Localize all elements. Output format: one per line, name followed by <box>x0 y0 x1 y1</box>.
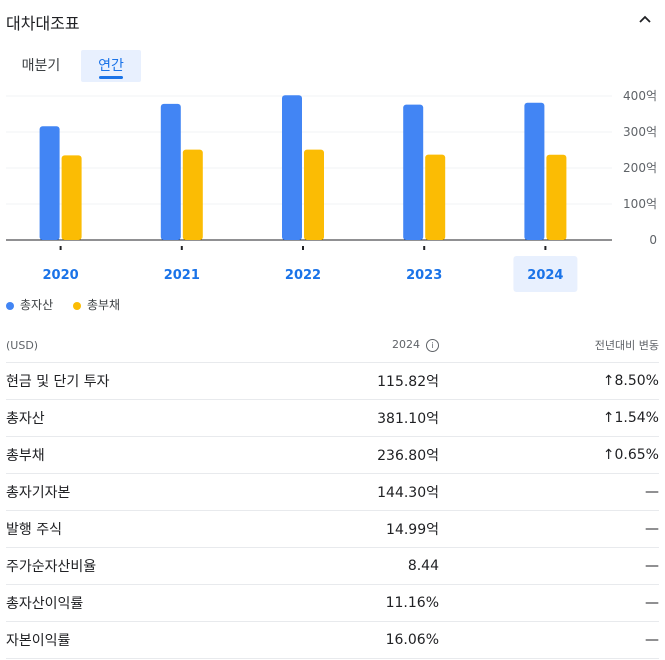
x-tick-label: 2021 <box>164 268 200 283</box>
table-row: 총자산 381.10억 ↑1.54% <box>6 399 659 437</box>
row-change: — <box>439 473 659 511</box>
x-tick-label: 2022 <box>285 268 321 283</box>
legend-item-assets: 총자산 <box>6 296 53 313</box>
section-title: 대차대조표 <box>6 14 80 33</box>
row-change: ↑1.54% <box>439 399 659 437</box>
tab-active-indicator <box>99 76 123 79</box>
tab-annual[interactable]: 연간 <box>81 50 141 82</box>
change-header: 전년대비 변동 <box>439 328 659 363</box>
row-value: 14.99억 <box>207 510 439 548</box>
chart-legend: 총자산 총부채 <box>6 296 136 313</box>
chevron-up-icon[interactable] <box>637 12 653 28</box>
bar-total-liabilities <box>182 149 203 240</box>
row-value: 144.30억 <box>207 473 439 511</box>
bar-total-assets <box>403 104 424 240</box>
bar-total-liabilities <box>61 155 82 240</box>
row-value: 381.10억 <box>207 399 439 437</box>
row-value: 236.80억 <box>207 436 439 474</box>
y-tick-label: 400억 <box>623 89 657 103</box>
x-tick-label: 2024 <box>527 268 563 283</box>
row-label: 자본이익률 <box>6 621 207 659</box>
table-row: 총자기자본 144.30억 — <box>6 473 659 511</box>
row-label: 주가순자산비율 <box>6 547 207 585</box>
y-tick-label: 200억 <box>623 161 657 175</box>
selected-category-highlight <box>513 256 578 292</box>
row-label: 총부채 <box>6 436 207 474</box>
x-tick-label: 2020 <box>43 268 79 283</box>
row-change: — <box>439 621 659 659</box>
legend-item-liabilities: 총부채 <box>72 296 120 313</box>
legend-dot <box>6 301 14 310</box>
y-tick-label: 0 <box>649 233 657 247</box>
table-row: 총부채 236.80억 ↑0.65% <box>6 436 659 474</box>
section-header: 대차대조표 <box>6 0 659 40</box>
row-value: 115.82억 <box>207 362 439 400</box>
unit-header: (USD) <box>6 328 207 363</box>
info-icon[interactable]: i <box>426 338 439 352</box>
table-row: 총자산이익률 11.16% — <box>6 584 659 622</box>
bar-total-assets <box>524 102 545 240</box>
table-header-row: (USD) 2024 i 전년대비 변동 <box>6 328 659 363</box>
row-label: 총자기자본 <box>6 473 207 511</box>
row-change: ↑0.65% <box>439 436 659 474</box>
row-label: 총자산 <box>6 399 207 437</box>
row-value: 16.06% <box>207 621 439 659</box>
bar-total-assets <box>39 126 60 240</box>
tab-quarterly[interactable]: 매분기 <box>21 58 61 74</box>
table-row: 현금 및 단기 투자 115.82억 ↑8.50% <box>6 362 659 400</box>
table-row: 주가순자산비율 8.44— <box>6 547 659 585</box>
row-label: 총자산이익률 <box>6 584 207 622</box>
row-value: 8.44 <box>207 547 439 585</box>
y-tick-label: 300억 <box>623 125 657 139</box>
bar-total-assets <box>160 103 181 240</box>
y-tick-label: 100억 <box>623 197 657 211</box>
bar-total-liabilities <box>304 149 324 240</box>
row-change: ↑8.50% <box>439 362 659 400</box>
bar-total-liabilities <box>425 154 446 240</box>
row-change: — <box>439 510 659 548</box>
row-value: 11.16% <box>207 584 439 622</box>
row-change: — <box>439 547 659 585</box>
financial-table: (USD) 2024 i 전년대비 변동 현금 및 단기 투자 115.82억 ↑8.… <box>6 328 659 659</box>
balance-sheet-chart: 0 100억 200억 300억 400억 2020 2021 2022 2023 2024 <box>6 89 657 292</box>
bar-total-assets <box>282 95 302 240</box>
bar-total-liabilities <box>546 154 567 240</box>
table-row: 발행 주식 14.99억 — <box>6 510 659 548</box>
x-tick-label: 2023 <box>406 268 442 283</box>
row-label: 현금 및 단기 투자 <box>6 362 207 400</box>
row-label: 발행 주식 <box>6 510 207 548</box>
year-header: 2024 i <box>207 328 439 363</box>
legend-dot <box>72 301 81 310</box>
row-change: — <box>439 584 659 622</box>
table-row: 자본이익률 16.06% — <box>6 621 659 659</box>
